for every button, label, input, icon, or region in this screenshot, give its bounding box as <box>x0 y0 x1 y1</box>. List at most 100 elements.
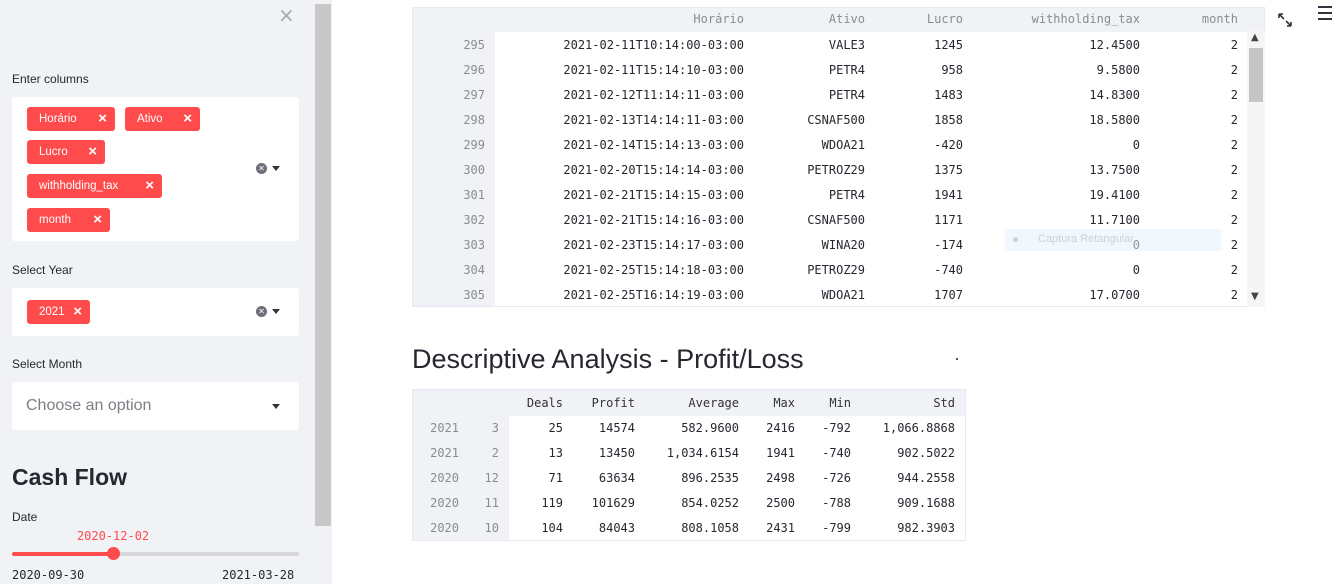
table-cell: 2431 <box>766 521 795 535</box>
analysis-table[interactable]: Deals Profit Average Max Min Std 2021 3 25 14574 5… <box>412 389 966 541</box>
scroll-up-icon[interactable]: ▲ <box>1251 32 1259 43</box>
year-multiselect[interactable]: 2021 × ✕ <box>12 288 299 336</box>
slider-min: 2020-09-30 <box>12 568 85 582</box>
remove-tag-icon[interactable]: × <box>145 177 154 194</box>
chevron-down-icon[interactable] <box>272 166 280 171</box>
month-placeholder: Choose an option <box>26 397 152 414</box>
table-cell: 14574 <box>598 421 635 435</box>
table-cell: 18.5800 <box>1089 113 1140 127</box>
table-cell: 2416 <box>766 421 795 435</box>
chevron-down-icon[interactable] <box>272 309 280 314</box>
table-cell: WDOA21 <box>821 138 865 152</box>
table-cell: 1245 <box>934 38 963 52</box>
remove-tag-icon[interactable]: × <box>183 110 192 127</box>
table-cell: -420 <box>934 138 963 152</box>
table-cell: 2021-02-14T15:14:13-03:00 <box>563 138 744 152</box>
row-index: 304 <box>463 263 485 277</box>
table-cell: CSNAF500 <box>807 113 865 127</box>
chevron-down-icon[interactable] <box>272 404 280 409</box>
row-index: 295 <box>463 38 485 52</box>
table-scrollbar-thumb[interactable] <box>1249 48 1263 102</box>
table-cell: 13 <box>548 446 563 460</box>
clear-all-icon[interactable]: ✕ <box>256 163 267 174</box>
remove-tag-icon[interactable]: × <box>93 211 102 228</box>
table-cell: 2021-02-20T15:14:14-03:00 <box>563 163 744 177</box>
row-index: 10 <box>484 521 499 535</box>
tag-label: 2021 <box>39 306 65 318</box>
table-cell: 2 <box>1230 213 1238 227</box>
row-index: 2020 <box>430 471 459 485</box>
table-cell: PETR4 <box>828 88 865 102</box>
table-cell: 12.4500 <box>1089 38 1140 52</box>
table-cell: 1941 <box>766 446 795 460</box>
sidebar: × Enter columns Horário × Ativo × Lucro × w… <box>0 0 314 584</box>
table-cell: 1941 <box>934 188 963 202</box>
column-header: month <box>1201 12 1238 26</box>
table-cell: 2 <box>1230 288 1238 302</box>
table-cell: 11.7100 <box>1089 213 1140 227</box>
table-cell: PETR4 <box>828 188 865 202</box>
table-cell: -799 <box>822 521 851 535</box>
table-cell: 119 <box>541 496 563 510</box>
date-slider-track[interactable] <box>12 552 299 556</box>
table-cell: 982.3903 <box>897 521 955 535</box>
table-cell: WINA20 <box>821 238 865 252</box>
table-cell: 2021-02-25T15:14:18-03:00 <box>563 263 744 277</box>
sidebar-scrollbar-thumb[interactable] <box>315 4 331 526</box>
remove-tag-icon[interactable]: × <box>98 110 107 127</box>
sidebar-scrollbar[interactable] <box>314 0 332 584</box>
row-index: 298 <box>463 113 485 127</box>
row-index: 2021 <box>430 446 459 460</box>
column-header: Min <box>829 396 851 410</box>
remove-tag-icon[interactable]: × <box>73 303 82 320</box>
table-scrollbar[interactable]: ▲ ▼ <box>1247 30 1265 307</box>
table-cell: 854.0252 <box>681 496 739 510</box>
table-cell: 13.7500 <box>1089 163 1140 177</box>
table-cell: 1707 <box>934 288 963 302</box>
row-index: 297 <box>463 88 485 102</box>
tag-label: Lucro <box>39 146 68 158</box>
table-cell: 1,066.8868 <box>882 421 955 435</box>
scroll-down-icon[interactable]: ▼ <box>1251 291 1259 302</box>
date-slider-handle[interactable] <box>107 547 121 560</box>
table-cell: 2021-02-21T15:14:15-03:00 <box>563 188 744 202</box>
columns-multiselect[interactable]: Horário × Ativo × Lucro × withholding_tax × … <box>12 97 299 241</box>
table-cell: 71 <box>548 471 563 485</box>
table-cell: -740 <box>822 446 851 460</box>
row-index: 300 <box>463 163 485 177</box>
slider-fill <box>12 552 114 556</box>
hamburger-menu-icon[interactable] <box>1318 6 1332 24</box>
clear-all-icon[interactable]: ✕ <box>256 306 267 317</box>
column-header: Std <box>933 396 955 410</box>
tag-label: Ativo <box>137 113 163 125</box>
tag-horario: Horário × <box>27 107 115 131</box>
fullscreen-icon[interactable] <box>1277 12 1293 28</box>
slider-value: 2020-12-02 <box>76 529 150 543</box>
close-sidebar-icon[interactable]: × <box>278 3 295 27</box>
table-cell: 2021-02-13T14:14:11-03:00 <box>563 113 744 127</box>
data-table[interactable]: Horário Ativo Lucro withholding_tax month 295… <box>412 7 1265 307</box>
table-cell: -740 <box>934 263 963 277</box>
table-cell: -726 <box>822 471 851 485</box>
tag-month: month × <box>27 208 110 232</box>
index-column <box>413 8 495 306</box>
column-header: Profit <box>591 396 635 410</box>
tooltip-text: Captura Retangular <box>1038 233 1135 245</box>
anchor-dot <box>956 358 958 360</box>
table-cell: 9.5800 <box>1096 63 1140 77</box>
month-select[interactable]: Choose an option <box>12 382 299 430</box>
table-cell: 0 <box>1132 138 1140 152</box>
record-dot-icon <box>1013 237 1018 242</box>
row-index: 2 <box>491 446 499 460</box>
column-header: Average <box>688 396 739 410</box>
row-index: 2020 <box>430 521 459 535</box>
table-header <box>413 390 965 416</box>
remove-tag-icon[interactable]: × <box>88 143 97 160</box>
table-cell: 2021-02-11T15:14:10-03:00 <box>563 63 744 77</box>
column-header: withholding_tax <box>1031 12 1140 26</box>
table-cell: 808.1058 <box>681 521 739 535</box>
table-cell: 13450 <box>598 446 635 460</box>
table-cell: CSNAF500 <box>807 213 865 227</box>
tag-withholding-tax: withholding_tax × <box>27 174 162 198</box>
table-cell: 2021-02-23T15:14:17-03:00 <box>563 238 744 252</box>
